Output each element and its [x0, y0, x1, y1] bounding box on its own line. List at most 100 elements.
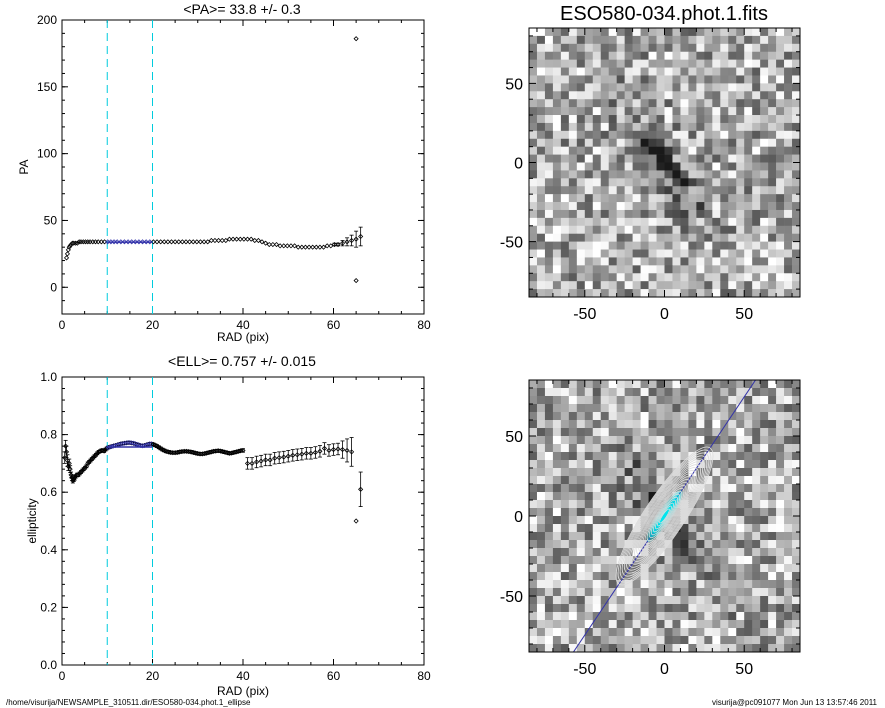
image-pixel — [768, 612, 777, 621]
image-pixel — [656, 476, 665, 485]
image-pixel — [728, 572, 737, 581]
image-pixel — [616, 138, 625, 147]
image-pixel — [576, 138, 586, 147]
image-pixel — [792, 249, 801, 258]
image-pixel — [688, 233, 697, 242]
image-pixel — [640, 130, 649, 140]
image-pixel — [696, 75, 705, 84]
image-pixel — [552, 281, 562, 290]
image-pixel — [616, 75, 625, 84]
image-pixel — [744, 51, 753, 60]
image-pixel — [760, 107, 769, 116]
image-pixel — [680, 233, 689, 242]
image-pixel — [608, 170, 617, 179]
image-pixel — [776, 460, 785, 469]
image-pixel — [712, 588, 721, 597]
image-pixel — [752, 209, 761, 219]
image-pixel — [632, 217, 641, 227]
image-pixel — [736, 202, 745, 211]
image-pixel — [712, 249, 721, 258]
image-pixel — [776, 604, 785, 613]
image-pixel — [712, 51, 721, 60]
image-pixel — [640, 67, 649, 76]
image-pixel — [744, 257, 753, 266]
image-pixel — [648, 612, 657, 621]
image-pixel — [624, 420, 633, 429]
data-point — [267, 457, 273, 463]
image-pixel — [576, 380, 586, 389]
image-pixel — [680, 83, 689, 92]
image-pixel — [664, 289, 673, 298]
image-pixel — [529, 130, 538, 140]
image-pixel — [688, 138, 697, 147]
image-pixel — [592, 273, 602, 282]
image-pixel — [664, 138, 673, 147]
image-pixel — [600, 436, 610, 445]
image-pixel — [529, 404, 538, 413]
image-pixel — [616, 636, 625, 645]
image-pixel — [744, 75, 753, 84]
image-pixel — [648, 162, 657, 171]
image-pixel — [592, 241, 602, 250]
image-pixel — [600, 396, 610, 405]
image-pixel — [576, 644, 586, 653]
image-pixel — [616, 420, 625, 429]
image-pixel — [704, 532, 713, 541]
image-pixel — [768, 67, 777, 76]
image-pixel — [768, 548, 777, 557]
image-pixel — [576, 170, 586, 179]
image-pixel — [704, 412, 713, 421]
image-pixel — [536, 91, 546, 100]
image-pixel — [600, 604, 610, 613]
image-pixel — [592, 436, 602, 445]
image-pixel — [768, 186, 777, 195]
image-pixel — [736, 612, 745, 621]
image-pixel — [776, 492, 785, 501]
image-pixel — [608, 540, 617, 549]
image-pixel — [664, 233, 673, 242]
image-pixel — [760, 99, 769, 108]
image-pixel — [560, 612, 570, 621]
image-pixel — [760, 388, 769, 397]
image-pixel — [552, 484, 562, 493]
image-pixel — [736, 508, 745, 517]
image-pixel — [536, 564, 546, 573]
image-pixel — [536, 396, 546, 405]
image-pixel — [552, 217, 562, 227]
image-pixel — [720, 154, 729, 163]
image-pixel — [760, 420, 769, 429]
image-pixel — [552, 388, 562, 397]
image-pixel — [792, 644, 801, 653]
image-pixel — [728, 51, 737, 60]
image-pixel — [744, 28, 753, 37]
image-pixel — [712, 556, 721, 565]
image-pixel — [640, 460, 649, 469]
image-pixel — [632, 99, 641, 108]
image-pixel — [616, 388, 625, 397]
image-pixel — [656, 28, 665, 37]
image-pixel — [544, 138, 554, 147]
image-pixel — [576, 452, 586, 461]
image-pixel — [688, 130, 697, 140]
image-pixel — [624, 67, 633, 76]
x-tick-label: 50 — [735, 306, 753, 323]
image-pixel — [600, 162, 610, 171]
image-pixel — [672, 107, 681, 116]
image-pixel — [768, 178, 777, 187]
image-pixel — [576, 194, 586, 203]
image-pixel — [728, 28, 737, 37]
image-pixel — [680, 484, 689, 493]
image-pixel — [768, 644, 777, 653]
image-pixel — [760, 572, 769, 581]
image-pixel — [648, 388, 657, 397]
image-pixel — [784, 233, 793, 242]
image-pixel — [552, 404, 562, 413]
image-pixel — [624, 564, 633, 573]
image-pixel — [736, 249, 745, 258]
image-pixel — [584, 596, 594, 605]
image-pixel — [696, 516, 705, 525]
image-pixel — [592, 628, 602, 637]
image-pixel — [592, 404, 602, 413]
image-pixel — [584, 532, 594, 541]
image-pixel — [696, 428, 705, 437]
